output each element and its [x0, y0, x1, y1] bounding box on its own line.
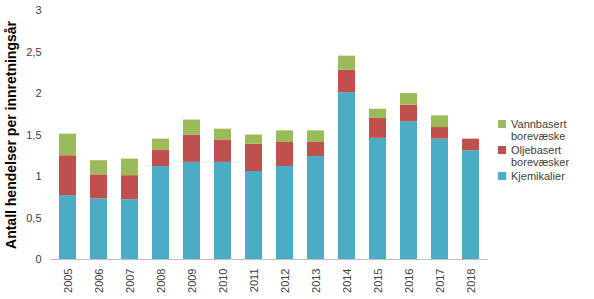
svg-text:2014: 2014	[341, 269, 353, 293]
svg-text:2007: 2007	[124, 269, 136, 293]
svg-text:2016: 2016	[403, 269, 415, 293]
svg-text:2011: 2011	[248, 269, 260, 293]
svg-text:1: 1	[35, 170, 41, 182]
svg-text:3: 3	[35, 4, 41, 16]
svg-text:2: 2	[35, 87, 41, 99]
svg-text:2015: 2015	[372, 269, 384, 293]
svg-text:2013: 2013	[310, 269, 322, 293]
svg-text:0: 0	[35, 253, 41, 265]
svg-text:2,5: 2,5	[26, 46, 41, 58]
html-text:Vannbasert borevæske: Vannbasert borevæske	[511, 117, 567, 142]
svg-text:2005: 2005	[62, 269, 74, 293]
svg-text:0,5: 0,5	[26, 212, 41, 224]
svg-text:1,5: 1,5	[26, 129, 41, 141]
svg-text:2009: 2009	[186, 269, 198, 293]
svg-text:2012: 2012	[279, 269, 291, 293]
svg-text:2006: 2006	[93, 269, 105, 293]
svg-text:2018: 2018	[465, 269, 477, 293]
svg-text:Antall hendelser per innretnin: Antall hendelser per innretningsår	[3, 20, 19, 248]
svg-text:2008: 2008	[155, 269, 167, 293]
html-text:Oljebasert borevæsker: Oljebasert borevæsker	[511, 143, 570, 168]
svg-text:2017: 2017	[434, 269, 446, 293]
svg-text:2010: 2010	[217, 269, 229, 293]
html-text:Kjemikalier: Kjemikalier	[511, 169, 565, 182]
